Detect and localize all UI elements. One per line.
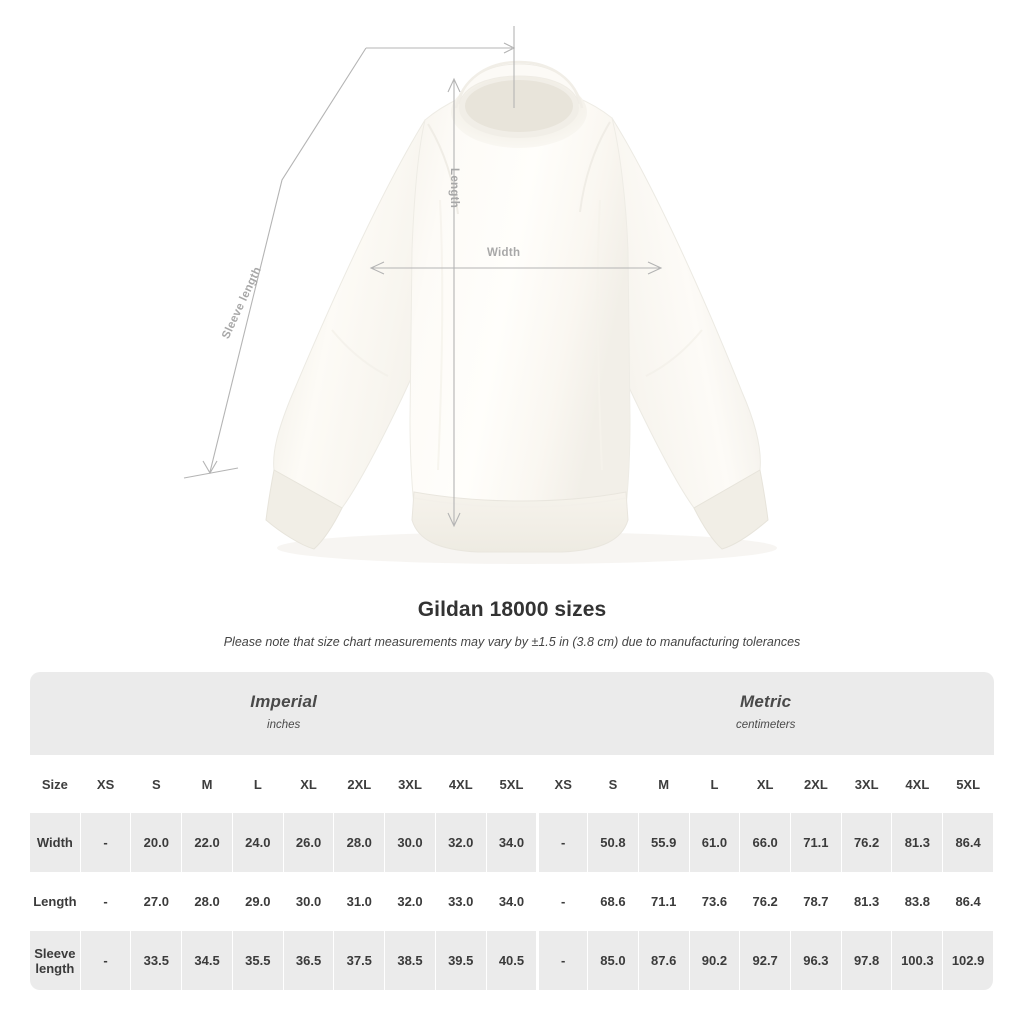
sleeve-metric-xs: - — [537, 931, 589, 990]
size-header-imperial-3xl: 3XL — [385, 755, 436, 813]
sleeve-metric-l: 90.2 — [689, 931, 741, 990]
garment-illustration: Length Width Sleeve length — [182, 0, 850, 580]
sleeve-metric-s: 85.0 — [588, 931, 639, 990]
width-imperial-5xl: 34.0 — [486, 813, 538, 872]
sleeve-metric-4xl: 100.3 — [892, 931, 944, 990]
size-header-metric-s: S — [588, 755, 639, 813]
size-header-imperial-4xl: 4XL — [435, 755, 487, 813]
length-imperial-4xl: 33.0 — [435, 872, 487, 931]
sleeve-imperial-2xl: 37.5 — [334, 931, 386, 990]
length-metric-5xl: 86.4 — [943, 872, 994, 931]
unit-group-metric-sub: centimeters — [735, 719, 796, 731]
sleeve-imperial-l: 35.5 — [232, 931, 284, 990]
width-imperial-xs: - — [80, 813, 132, 872]
length-metric-4xl: 83.8 — [892, 872, 944, 931]
size-chart-table: Imperial inches Metric centimeters Size … — [30, 672, 994, 990]
length-imperial-3xl: 32.0 — [385, 872, 436, 931]
width-metric-xs: - — [537, 813, 589, 872]
size-header-imperial-m: M — [182, 755, 233, 813]
sleeve-imperial-xs: - — [80, 931, 132, 990]
size-header-metric-5xl: 5XL — [943, 755, 994, 813]
sleeve-metric-xl: 92.7 — [740, 931, 792, 990]
size-header-metric-4xl: 4XL — [892, 755, 944, 813]
row-label-sleeve-length: Sleeve length — [30, 931, 81, 990]
width-metric-xl: 66.0 — [740, 813, 792, 872]
size-header-metric-xs: XS — [537, 755, 589, 813]
sleeve-metric-3xl: 97.8 — [841, 931, 893, 990]
size-header-imperial-s: S — [131, 755, 183, 813]
row-label-length: Length — [30, 872, 81, 931]
size-header-metric-l: L — [689, 755, 741, 813]
length-metric-3xl: 81.3 — [841, 872, 893, 931]
unit-group-metric-name: Metric — [740, 692, 792, 711]
width-imperial-m: 22.0 — [182, 813, 233, 872]
table-row: Width - 20.0 22.0 24.0 26.0 28.0 30.0 32… — [30, 813, 994, 872]
table-row: Sleeve length - 33.5 34.5 35.5 36.5 37.5… — [30, 931, 994, 990]
unit-group-imperial-name: Imperial — [250, 692, 318, 711]
length-imperial-2xl: 31.0 — [334, 872, 386, 931]
sleeve-metric-2xl: 96.3 — [791, 931, 842, 990]
width-imperial-s: 20.0 — [131, 813, 183, 872]
tolerance-note: Please note that size chart measurements… — [223, 635, 801, 649]
size-header-metric-2xl: 2XL — [791, 755, 842, 813]
length-metric-xl: 76.2 — [740, 872, 792, 931]
width-imperial-2xl: 28.0 — [334, 813, 386, 872]
width-imperial-4xl: 32.0 — [435, 813, 487, 872]
size-header-metric-xl: XL — [740, 755, 792, 813]
size-header-imperial-5xl: 5XL — [486, 755, 538, 813]
unit-group-imperial: Imperial inches — [30, 672, 538, 755]
size-chart-table-wrap: Imperial inches Metric centimeters Size … — [30, 672, 994, 990]
sleeve-imperial-5xl: 40.5 — [486, 931, 538, 990]
width-metric-3xl: 76.2 — [841, 813, 893, 872]
title-block: Gildan 18000 sizes Please note that size… — [0, 598, 1024, 649]
width-imperial-l: 24.0 — [232, 813, 284, 872]
sleeve-metric-5xl: 102.9 — [943, 931, 994, 990]
length-imperial-s: 27.0 — [131, 872, 183, 931]
size-header-row: Size XS S M L XL 2XL 3XL 4XL 5XL XS S M … — [30, 755, 994, 813]
sleeve-imperial-m: 34.5 — [182, 931, 233, 990]
width-metric-4xl: 81.3 — [892, 813, 944, 872]
unit-group-imperial-sub: inches — [267, 719, 301, 731]
sleeve-imperial-3xl: 38.5 — [385, 931, 436, 990]
sweatshirt-image — [182, 0, 850, 580]
width-metric-m: 55.9 — [638, 813, 690, 872]
width-imperial-3xl: 30.0 — [385, 813, 436, 872]
length-imperial-l: 29.0 — [232, 872, 284, 931]
length-imperial-xl: 30.0 — [283, 872, 335, 931]
row-label-width: Width — [30, 813, 81, 872]
length-metric-m: 71.1 — [638, 872, 690, 931]
unit-group-header-row: Imperial inches Metric centimeters — [30, 672, 994, 755]
length-imperial-m: 28.0 — [182, 872, 233, 931]
sleeve-metric-m: 87.6 — [638, 931, 690, 990]
width-metric-l: 61.0 — [689, 813, 741, 872]
length-metric-2xl: 78.7 — [791, 872, 842, 931]
unit-group-metric: Metric centimeters — [537, 672, 994, 755]
length-metric-xs: - — [537, 872, 589, 931]
sleeve-imperial-4xl: 39.5 — [435, 931, 487, 990]
table-row: Length - 27.0 28.0 29.0 30.0 31.0 32.0 3… — [30, 872, 994, 931]
width-metric-s: 50.8 — [588, 813, 639, 872]
sleeve-imperial-s: 33.5 — [131, 931, 183, 990]
width-metric-5xl: 86.4 — [943, 813, 994, 872]
page-title: Gildan 18000 sizes — [417, 598, 607, 621]
size-header-label: Size — [30, 755, 81, 813]
size-header-metric-m: M — [638, 755, 690, 813]
length-metric-s: 68.6 — [588, 872, 639, 931]
size-header-imperial-xs: XS — [80, 755, 132, 813]
size-header-imperial-l: L — [232, 755, 284, 813]
length-imperial-xs: - — [80, 872, 132, 931]
width-metric-2xl: 71.1 — [791, 813, 842, 872]
size-header-imperial-xl: XL — [283, 755, 335, 813]
size-header-imperial-2xl: 2XL — [334, 755, 386, 813]
length-imperial-5xl: 34.0 — [486, 872, 538, 931]
length-metric-l: 73.6 — [689, 872, 741, 931]
width-imperial-xl: 26.0 — [283, 813, 335, 872]
sleeve-imperial-xl: 36.5 — [283, 931, 335, 990]
size-header-metric-3xl: 3XL — [841, 755, 893, 813]
